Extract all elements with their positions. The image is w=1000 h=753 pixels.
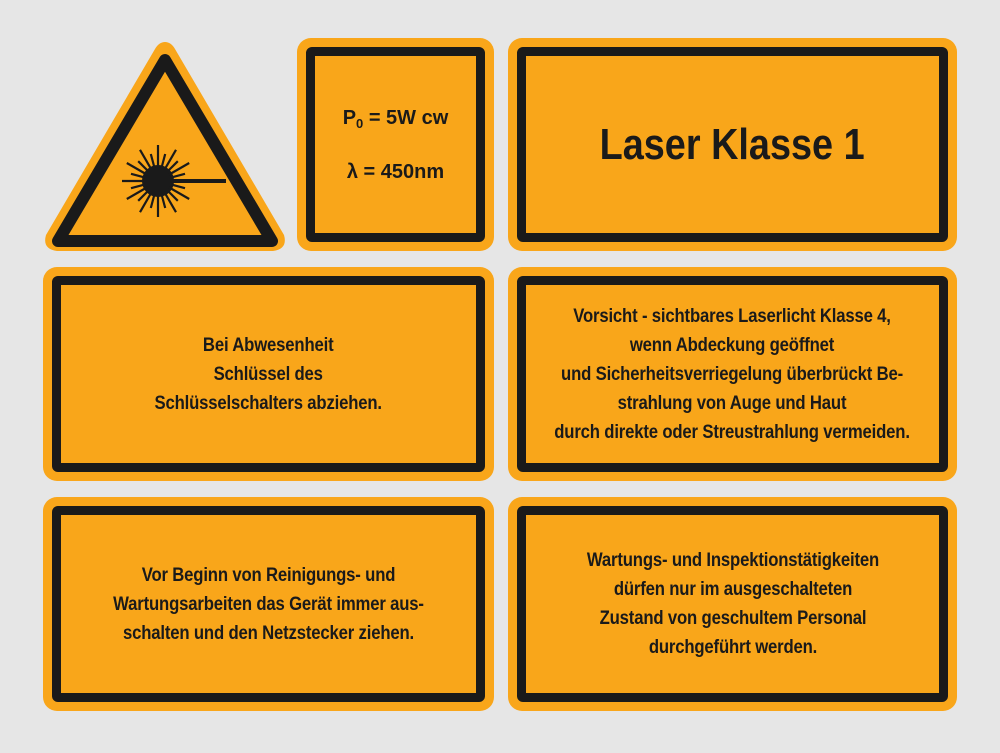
laser-spec-sign: P0 = 5W cw λ = 450nm <box>297 38 494 251</box>
caution-sign: Vorsicht - sichtbares Laserlicht Klasse … <box>508 267 957 481</box>
maintenance-text: Wartungs- und Inspektionstätigkeiten dür… <box>586 550 879 658</box>
key-removal-sign: Bei Abwesenheit Schlüssel des Schlüssels… <box>43 267 494 481</box>
laser-warning-triangle <box>45 42 285 251</box>
laser-spec-text: P0 = 5W cw λ = 450nm <box>343 94 449 196</box>
maintenance-frame: Wartungs- und Inspektionstätigkeiten dür… <box>517 506 948 702</box>
caution-frame: Vorsicht - sichtbares Laserlicht Klasse … <box>517 276 948 472</box>
laser-ray <box>130 183 147 190</box>
cleaning-text: Vor Beginn von Reinigungs- und Wartungsa… <box>113 564 424 644</box>
laser-ray <box>165 160 179 174</box>
laser-ray <box>160 153 167 170</box>
laser-class-text: Laser Klasse 1 <box>599 119 866 169</box>
laser-ray <box>149 153 156 170</box>
cleaning-sign: Vor Beginn von Reinigungs- und Wartungsa… <box>43 497 494 711</box>
laser-ray <box>169 172 186 179</box>
key-removal-frame: Bei Abwesenheit Schlüssel des Schlüssels… <box>52 276 485 472</box>
laser-ray <box>165 188 179 202</box>
laser-ray <box>137 188 151 202</box>
laser-class-sign: Laser Klasse 1 <box>508 38 957 251</box>
laser-ray <box>139 149 153 172</box>
laser-ray <box>126 162 149 176</box>
power-line: P0 = 5W cw <box>343 94 449 148</box>
laser-ray <box>163 190 177 213</box>
laser-ray <box>126 186 149 200</box>
laser-ray <box>130 172 147 179</box>
power-value: = 5W cw <box>363 106 449 129</box>
laser-class-frame: Laser Klasse 1 <box>517 47 948 242</box>
caution-text: Vorsicht - sichtbares Laserlicht Klasse … <box>554 305 911 443</box>
laser-ray <box>167 162 190 176</box>
power-label: P <box>342 106 357 129</box>
power-subscript: 0 <box>356 115 364 131</box>
laser-ray <box>149 192 156 209</box>
key-removal-text: Bei Abwesenheit Schlüssel des Schlüssels… <box>154 334 383 414</box>
cleaning-frame: Vor Beginn von Reinigungs- und Wartungsa… <box>52 506 485 702</box>
laser-ray <box>169 183 186 190</box>
laser-ray <box>137 160 151 174</box>
laser-beam-icon <box>122 145 226 217</box>
laser-ray <box>167 186 190 200</box>
laser-ray <box>139 190 153 213</box>
maintenance-sign: Wartungs- und Inspektionstätigkeiten dür… <box>508 497 957 711</box>
laser-spec-frame: P0 = 5W cw λ = 450nm <box>306 47 485 242</box>
laser-ray <box>160 192 167 209</box>
wavelength-line: λ = 450nm <box>346 160 445 183</box>
laser-ray <box>163 149 177 172</box>
